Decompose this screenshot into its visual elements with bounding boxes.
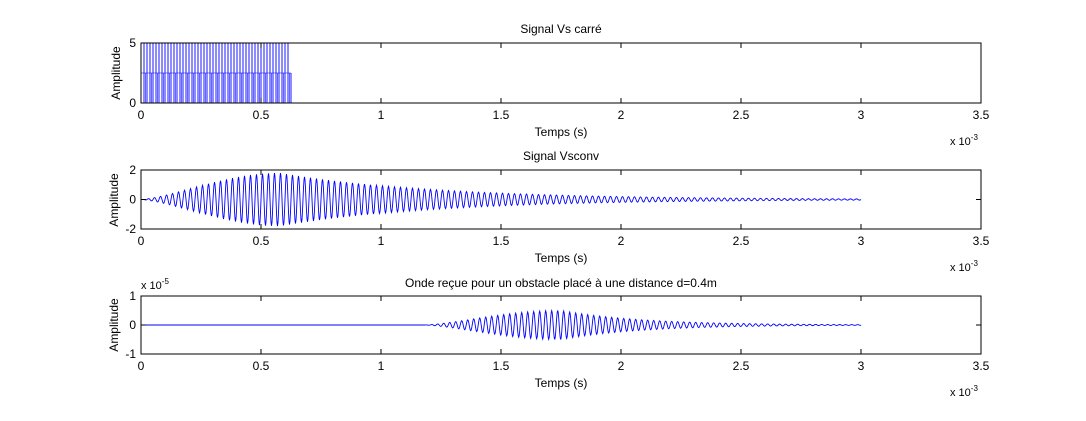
subplot-title: Onde reçue pour un obstacle placé à une … xyxy=(405,276,717,290)
tick-layer: 0 0.5 1 1.5 2 2.5 3 3.5-101 xyxy=(125,289,989,373)
y-tick-label: 5 xyxy=(129,36,136,50)
x-tick-label: 2.5 xyxy=(733,234,750,248)
y-tick-label: 1 xyxy=(129,289,136,303)
subplot-title: Signal Vs carré xyxy=(520,22,602,36)
x-tick-label: 0.5 xyxy=(253,108,270,122)
x-tick-label: 2.5 xyxy=(733,359,750,373)
axes-box xyxy=(140,42,982,104)
x-exponent-label: x 10-3 xyxy=(950,259,978,274)
subplot-title: Signal Vsconv xyxy=(523,149,599,163)
x-tick-label: 3.5 xyxy=(973,234,990,248)
series-layer xyxy=(141,308,862,342)
y-axis-label: Amplitude xyxy=(107,298,121,352)
x-tick-label: 2 xyxy=(618,234,625,248)
x-tick-label: 3 xyxy=(858,234,865,248)
x-tick-label: 1.5 xyxy=(493,234,510,248)
subplot-square-signal: Signal Vs carré 0 0.5 1 1.5 2 2.5 3 3.5 0 5 Temps… xyxy=(109,22,990,148)
x-tick-label: 1.5 xyxy=(493,108,510,122)
x-tick-label: 2.5 xyxy=(733,108,750,122)
series-line xyxy=(140,172,862,227)
x-tick-label: 2 xyxy=(618,108,625,122)
x-axis-label: Temps (s) xyxy=(535,376,588,390)
x-axis-label: Temps (s) xyxy=(535,251,588,265)
x-tick-label: 0 xyxy=(138,359,145,373)
x-exponent-label: x 10-3 xyxy=(950,384,978,399)
x-tick-label: 3 xyxy=(858,359,865,373)
x-tick-label: 1 xyxy=(378,234,385,248)
axes-box xyxy=(140,169,982,230)
y-tick-label: -1 xyxy=(125,347,136,361)
subplot-received-wave: Onde reçue pour un obstacle placé à une … xyxy=(107,276,990,399)
y-tick-label: 0 xyxy=(129,96,136,110)
x-tick-label: 1.5 xyxy=(493,359,510,373)
x-tick-label: 2 xyxy=(618,359,625,373)
x-tick-label: 0.5 xyxy=(253,359,270,373)
x-tick-label: 0 xyxy=(138,108,145,122)
x-tick-label: 3.5 xyxy=(973,108,990,122)
x-tick-label: 1 xyxy=(378,359,385,373)
y-tick-label: 2 xyxy=(129,163,136,177)
x-tick-label: 3 xyxy=(858,108,865,122)
y-tick-label: 0 xyxy=(129,193,136,207)
series-line xyxy=(141,308,862,342)
x-tick-label: 3.5 xyxy=(973,359,990,373)
axes-box xyxy=(140,295,982,355)
y-tick-label: -2 xyxy=(125,222,136,236)
y-axis-label: Amplitude xyxy=(109,46,123,100)
subplot-vsconv-signal: Signal Vsconv 0 0.5 1 1.5 2 2.5 3 3.5-202 Temps… xyxy=(107,149,990,274)
y-tick-label: 0 xyxy=(129,318,136,332)
tick-layer: 0 0.5 1 1.5 2 2.5 3 3.5-202 xyxy=(125,163,989,248)
y-axis-label: Amplitude xyxy=(107,173,121,227)
x-tick-label: 0 xyxy=(138,234,145,248)
x-exponent-label: x 10-3 xyxy=(950,133,978,148)
x-tick-label: 0.5 xyxy=(253,234,270,248)
x-tick-label: 1 xyxy=(378,108,385,122)
series-line-mid xyxy=(145,73,290,103)
y-exponent-label: x 10-5 xyxy=(141,277,169,292)
x-axis-label: Temps (s) xyxy=(535,125,588,139)
series-layer xyxy=(140,172,862,227)
tick-layer: 0 0.5 1 1.5 2 2.5 3 3.5 0 5 xyxy=(129,36,989,122)
